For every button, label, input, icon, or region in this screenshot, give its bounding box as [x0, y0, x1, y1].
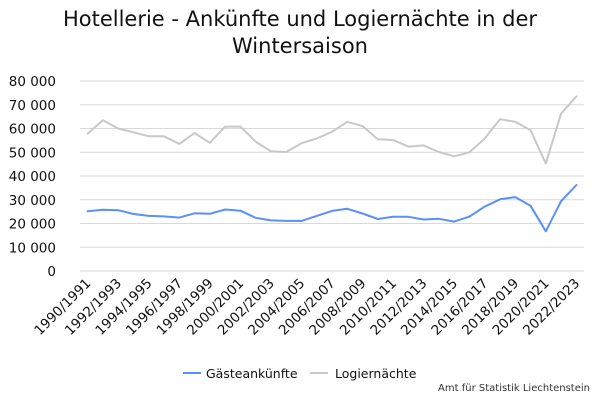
series-lines — [86, 95, 578, 233]
y-tick-label: 80 000 — [9, 74, 56, 90]
legend-label: Logiernächte — [335, 366, 417, 381]
legend-label: Gästeankünfte — [206, 366, 298, 381]
legend: Gästeankünfte Logiernächte — [183, 366, 417, 381]
chart-title: Hotellerie - Ankünfte und Logiernächte i… — [62, 7, 538, 58]
y-tick-label: 60 000 — [9, 122, 56, 138]
y-axis-tick-labels: 0 10 000 20 000 30 000 40 000 50 000 60 000 70 … — [9, 74, 56, 280]
series-line-logiernaechte — [86, 95, 578, 165]
gridlines — [80, 80, 584, 272]
y-tick-label: 70 000 — [9, 98, 56, 114]
series-line-gaesteankuenfte — [86, 184, 578, 233]
source-note: Amt für Statistik Liechtenstein — [438, 383, 590, 394]
y-tick-label: 30 000 — [9, 193, 56, 209]
y-tick-label: 40 000 — [9, 169, 56, 185]
y-tick-label: 10 000 — [9, 240, 56, 256]
y-tick-label: 20 000 — [9, 217, 56, 233]
y-tick-label: 0 — [47, 264, 56, 280]
y-tick-label: 50 000 — [9, 145, 56, 161]
x-axis-tick-labels: 1990/19911992/19931994/19951996/19971998… — [31, 276, 583, 339]
